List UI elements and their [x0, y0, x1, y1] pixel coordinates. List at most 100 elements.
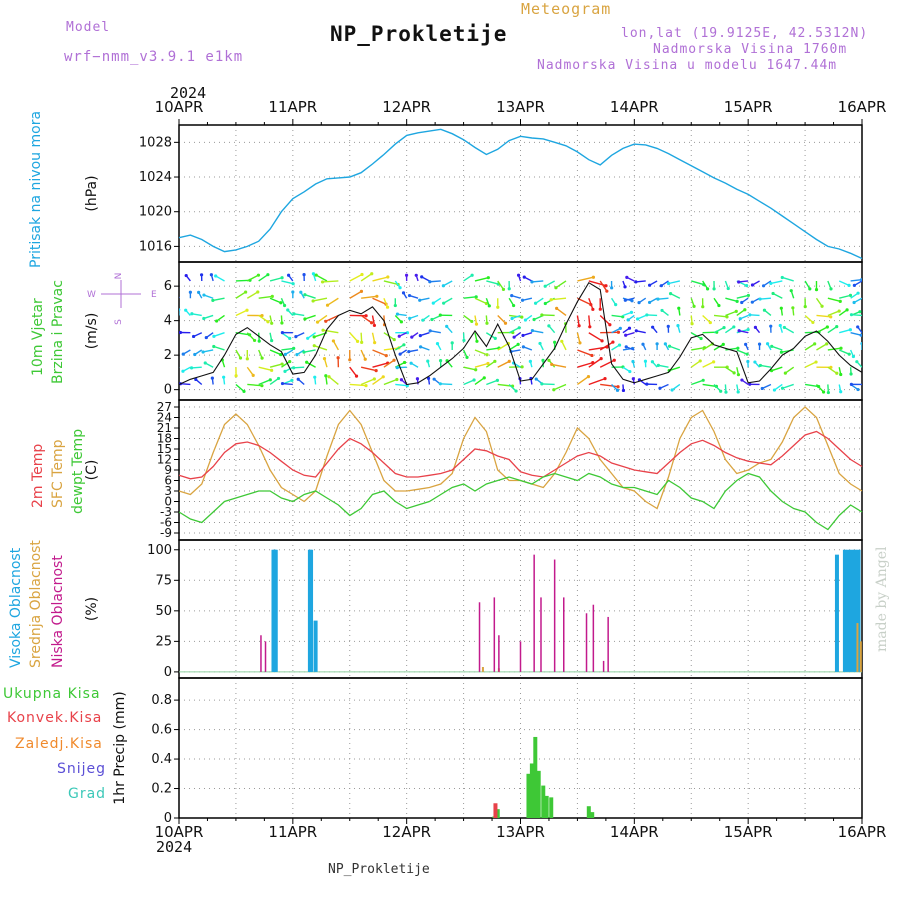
wind-arrow — [556, 307, 567, 317]
wind-arrow — [770, 280, 783, 285]
wind-arrow-head — [610, 286, 614, 290]
wind-arrow-head — [549, 298, 553, 302]
wind-arrow-head — [849, 313, 854, 317]
wind-arrow-head — [209, 273, 213, 277]
year-top: 2024 — [170, 84, 207, 102]
wind-arrow-head — [191, 334, 196, 339]
y-tick-label: 0 — [164, 811, 172, 826]
wind-arrow — [646, 314, 658, 317]
wind-arrow-head — [435, 342, 440, 346]
wind-arrow — [577, 276, 594, 282]
cloud-bar — [493, 597, 496, 672]
wind-arrow-head — [266, 273, 270, 277]
wind-arrow-head — [712, 287, 716, 291]
wind-arrow-head — [465, 355, 469, 359]
wind-arrow — [179, 331, 180, 333]
wind-arrow-head — [637, 301, 641, 305]
wind-arrow-head — [202, 293, 206, 297]
wind-arrow-head — [193, 352, 197, 357]
wind-arrow — [191, 313, 202, 317]
wind-arrow — [281, 347, 294, 351]
wind-arrow-head — [325, 303, 330, 307]
model-name: wrf−nmm_v3.9.1 e1km — [64, 49, 244, 65]
legend-precip-grad: Grad — [68, 786, 107, 802]
wind-arrow-head — [778, 323, 782, 328]
wind-arrow — [372, 297, 387, 305]
wind-arrow-head — [760, 386, 764, 391]
wind-arrow — [474, 297, 487, 305]
wind-arrow-head — [280, 321, 284, 325]
wind-arrow-head — [543, 284, 547, 288]
wind-arrow-head — [667, 344, 672, 348]
wind-arrow — [657, 297, 669, 300]
wind-arrow-head — [737, 280, 741, 284]
wind-arrow — [430, 330, 441, 334]
wind-arrow-head — [740, 378, 744, 382]
wind-arrow-head — [280, 331, 284, 335]
wind-arrow-head — [643, 359, 648, 363]
wind-arrow — [315, 274, 328, 282]
wind-arrow-head — [736, 373, 741, 377]
precip-bar — [529, 763, 534, 818]
wind-arrow-head — [321, 328, 325, 332]
x-tick-label-top: 14APR — [610, 98, 659, 116]
y-tick-label: 0 — [164, 383, 172, 398]
wind-arrow-head — [393, 303, 397, 308]
wind-arrow-head — [732, 371, 736, 375]
wind-arrow-head — [624, 345, 628, 349]
wind-arrow-head — [821, 390, 826, 394]
wind-arrow — [588, 297, 594, 310]
y-tick-label: 12 — [157, 453, 172, 467]
wind-arrow-head — [765, 342, 770, 346]
wind-arrow — [577, 297, 592, 306]
wind-arrow-head — [837, 309, 841, 313]
wind-arrow-head — [847, 352, 851, 356]
wind-arrow-head — [381, 375, 385, 379]
wind-arrow-head — [746, 359, 750, 364]
wind-arrow — [247, 383, 262, 387]
wind-arrow-head — [175, 291, 178, 294]
wind-arrow-head — [194, 377, 198, 382]
wind-arrow-head — [604, 284, 608, 288]
y-tick-label: 0.8 — [151, 693, 172, 708]
wind-arrow-head — [521, 345, 526, 349]
wind-arrow-head — [266, 320, 270, 324]
wind-arrow-head — [306, 336, 310, 340]
wind-arrow — [235, 309, 248, 317]
wind-arrow-head — [838, 299, 842, 303]
model-altitude-text: Nadmorska Visina u modelu 1647.44m — [537, 58, 838, 73]
wind-arrow-head — [598, 307, 602, 311]
wind-arrow — [360, 378, 375, 386]
wind-arrow — [349, 273, 363, 282]
wind-arrow — [328, 376, 339, 386]
wind-arrow — [383, 347, 399, 351]
wind-arrow-head — [428, 329, 432, 333]
wind-arrow-head — [523, 318, 528, 322]
wind-arrow-head — [753, 360, 757, 364]
wind-arrow — [360, 349, 366, 360]
wind-arrow-head — [666, 281, 671, 286]
wind-arrow — [839, 329, 851, 334]
wind-arrow-head — [294, 335, 298, 339]
wind-arrow-head — [181, 352, 185, 356]
wind-arrow — [838, 349, 850, 355]
wind-arrow-head — [738, 317, 742, 321]
legend-precip-total: Ukupna Kisa — [3, 686, 101, 702]
wind-arrow — [258, 379, 271, 386]
wind-arrow — [361, 295, 377, 299]
cloud-bar — [602, 660, 605, 672]
wind-arrow-head — [270, 368, 274, 372]
footer-station: NP_Prokletije — [328, 862, 430, 877]
wind-arrow-head — [507, 287, 511, 291]
wind-arrow — [736, 309, 746, 317]
wind-arrow-head — [615, 388, 620, 392]
wind-arrow-head — [245, 308, 249, 312]
wind-arrow — [839, 294, 851, 299]
wind-arrow-head — [660, 308, 664, 313]
wind-arrow-head — [386, 275, 390, 279]
wind-arrow-head — [520, 315, 524, 319]
cloud-bar — [313, 620, 318, 672]
wind-arrow-head — [670, 388, 674, 392]
wind-arrow — [804, 343, 816, 351]
wind-arrow-head — [496, 305, 500, 309]
